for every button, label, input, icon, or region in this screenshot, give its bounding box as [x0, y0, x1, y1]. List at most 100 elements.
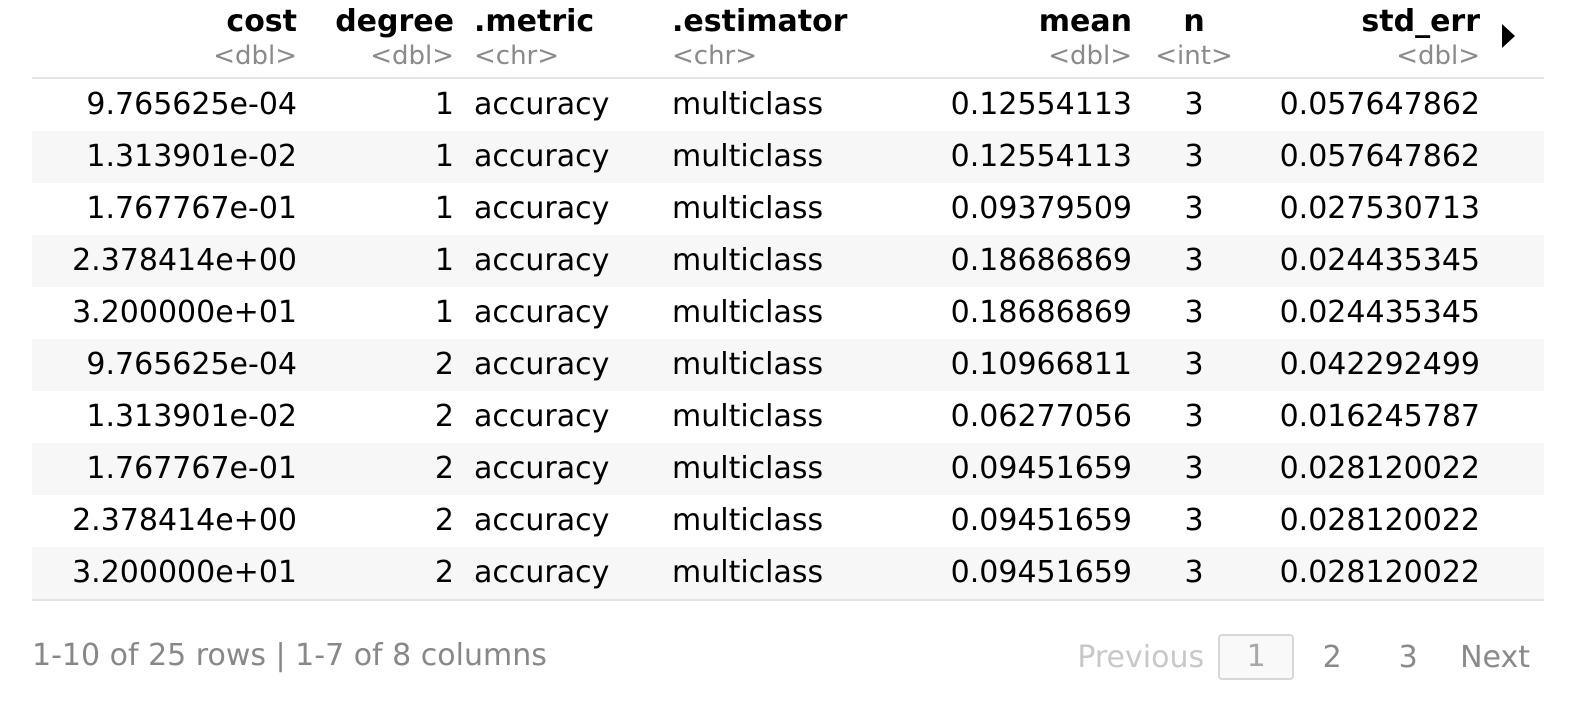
cell-metric: accuracy — [464, 391, 662, 443]
column-header-cost: cost <dbl> — [32, 0, 307, 79]
cell-std-err: 0.057647862 — [1246, 131, 1490, 183]
table-row: 2.378414e+00 2 accuracy multiclass 0.094… — [32, 495, 1544, 547]
table-row: 1.767767e-01 2 accuracy multiclass 0.094… — [32, 443, 1544, 495]
cell-cost: 3.200000e+01 — [32, 547, 307, 601]
cell-degree: 1 — [307, 183, 464, 235]
column-type: <chr> — [672, 41, 758, 71]
cell-cost: 1.313901e-02 — [32, 391, 307, 443]
cell-estimator: multiclass — [662, 391, 832, 443]
cell-mean: 0.09451659 — [832, 547, 1142, 601]
cell-n: 3 — [1142, 391, 1246, 443]
table-row: 2.378414e+00 1 accuracy multiclass 0.186… — [32, 235, 1544, 287]
column-header-std-err: std_err <dbl> — [1246, 0, 1490, 79]
data-frame-viewer: cost <dbl> degree <dbl> .metric <chr> .e… — [32, 0, 1544, 601]
next-page-button[interactable]: Next — [1460, 639, 1530, 675]
cell-mean: 0.12554113 — [832, 131, 1142, 183]
cell-cost: 1.767767e-01 — [32, 183, 307, 235]
cell-metric: accuracy — [464, 131, 662, 183]
cell-metric: accuracy — [464, 183, 662, 235]
cell-mean: 0.09451659 — [832, 443, 1142, 495]
cell-mean: 0.06277056 — [832, 391, 1142, 443]
previous-page-button: Previous — [1077, 639, 1205, 675]
data-table: cost <dbl> degree <dbl> .metric <chr> .e… — [32, 0, 1544, 601]
cell-n: 3 — [1142, 495, 1246, 547]
table-row: 9.765625e-04 2 accuracy multiclass 0.109… — [32, 339, 1544, 391]
column-name: degree — [335, 4, 454, 39]
cell-spacer — [1490, 183, 1544, 235]
cell-n: 3 — [1142, 235, 1246, 287]
cell-metric: accuracy — [464, 547, 662, 601]
cell-std-err: 0.024435345 — [1246, 287, 1490, 339]
column-name: cost — [226, 4, 297, 39]
column-header-mean: mean <dbl> — [832, 0, 1142, 79]
next-columns-cell — [1490, 0, 1544, 79]
cell-mean: 0.18686869 — [832, 287, 1142, 339]
cell-estimator: multiclass — [662, 495, 832, 547]
column-type: <dbl> — [1048, 41, 1132, 71]
cell-degree: 1 — [307, 78, 464, 131]
cell-cost: 2.378414e+00 — [32, 235, 307, 287]
cell-n: 3 — [1142, 443, 1246, 495]
cell-spacer — [1490, 78, 1544, 131]
cell-estimator: multiclass — [662, 547, 832, 601]
row-column-summary: 1-10 of 25 rows | 1-7 of 8 columns — [32, 638, 547, 673]
cell-std-err: 0.028120022 — [1246, 495, 1490, 547]
cell-n: 3 — [1142, 547, 1246, 601]
page-1-button[interactable]: 1 — [1218, 634, 1295, 680]
cell-cost: 1.767767e-01 — [32, 443, 307, 495]
column-type: <dbl> — [370, 41, 454, 71]
column-name: n — [1183, 4, 1205, 39]
column-name: mean — [1038, 4, 1132, 39]
cell-n: 3 — [1142, 183, 1246, 235]
cell-metric: accuracy — [464, 443, 662, 495]
next-columns-arrow-icon[interactable] — [1502, 24, 1515, 48]
cell-degree: 1 — [307, 131, 464, 183]
page-3-button[interactable]: 3 — [1398, 639, 1418, 675]
column-type: <int> — [1155, 41, 1233, 71]
cell-n: 3 — [1142, 287, 1246, 339]
cell-estimator: multiclass — [662, 235, 832, 287]
column-name: .estimator — [672, 4, 848, 39]
cell-mean: 0.09451659 — [832, 495, 1142, 547]
table-row: 3.200000e+01 2 accuracy multiclass 0.094… — [32, 547, 1544, 601]
table-footer: 1-10 of 25 rows | 1-7 of 8 columns Previ… — [32, 634, 1544, 682]
cell-std-err: 0.028120022 — [1246, 547, 1490, 601]
cell-std-err: 0.042292499 — [1246, 339, 1490, 391]
cell-degree: 2 — [307, 339, 464, 391]
cell-mean: 0.10966811 — [832, 339, 1142, 391]
cell-metric: accuracy — [464, 339, 662, 391]
cell-metric: accuracy — [464, 235, 662, 287]
cell-metric: accuracy — [464, 287, 662, 339]
column-header-degree: degree <dbl> — [307, 0, 464, 79]
cell-degree: 1 — [307, 287, 464, 339]
cell-cost: 9.765625e-04 — [32, 78, 307, 131]
column-name: std_err — [1361, 4, 1480, 39]
cell-degree: 2 — [307, 391, 464, 443]
cell-estimator: multiclass — [662, 131, 832, 183]
cell-spacer — [1490, 495, 1544, 547]
pagination: Previous 1 2 3 Next — [1077, 634, 1530, 680]
cell-degree: 2 — [307, 495, 464, 547]
cell-metric: accuracy — [464, 495, 662, 547]
column-type: <dbl> — [213, 41, 297, 71]
cell-estimator: multiclass — [662, 183, 832, 235]
cell-cost: 3.200000e+01 — [32, 287, 307, 339]
cell-std-err: 0.028120022 — [1246, 443, 1490, 495]
cell-cost: 9.765625e-04 — [32, 339, 307, 391]
table-row: 3.200000e+01 1 accuracy multiclass 0.186… — [32, 287, 1544, 339]
cell-cost: 2.378414e+00 — [32, 495, 307, 547]
cell-spacer — [1490, 287, 1544, 339]
cell-std-err: 0.057647862 — [1246, 78, 1490, 131]
cell-n: 3 — [1142, 78, 1246, 131]
cell-spacer — [1490, 547, 1544, 601]
cell-spacer — [1490, 443, 1544, 495]
cell-estimator: multiclass — [662, 443, 832, 495]
table-row: 1.313901e-02 1 accuracy multiclass 0.125… — [32, 131, 1544, 183]
cell-spacer — [1490, 339, 1544, 391]
column-type: <chr> — [474, 41, 560, 71]
column-header-metric: .metric <chr> — [464, 0, 662, 79]
table-row: 1.313901e-02 2 accuracy multiclass 0.062… — [32, 391, 1544, 443]
page-2-button[interactable]: 2 — [1322, 639, 1342, 675]
cell-estimator: multiclass — [662, 287, 832, 339]
cell-estimator: multiclass — [662, 339, 832, 391]
